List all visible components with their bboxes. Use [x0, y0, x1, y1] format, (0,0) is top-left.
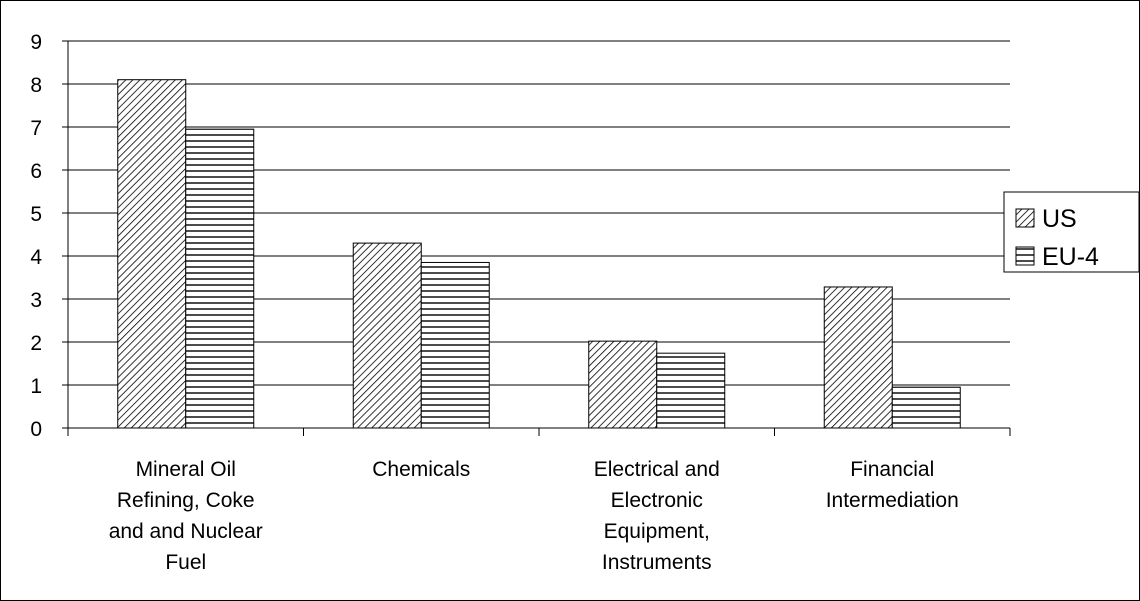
bar	[117, 79, 187, 429]
y-tick-label: 8	[30, 74, 42, 97]
y-tick-label: 7	[30, 117, 42, 140]
x-tick-label: Mineral Oil Refining, Coke and and Nuclear…	[109, 458, 263, 574]
y-tick-label: 9	[30, 31, 42, 54]
bar	[352, 242, 422, 429]
y-tick-label: 0	[30, 418, 42, 441]
x-tick-label: Electrical and Electronic Equipment, Instru…	[594, 458, 720, 574]
legend-label: US	[1042, 205, 1077, 233]
y-tick-label: 5	[30, 203, 42, 226]
x-tick-label: Financial Intermediation	[826, 458, 959, 512]
y-tick-label: 6	[30, 160, 42, 183]
bar	[185, 128, 255, 429]
legend-label: EU-4	[1042, 243, 1099, 271]
bar	[588, 340, 658, 429]
bar	[656, 352, 726, 429]
bar	[891, 386, 961, 429]
y-tick-label: 3	[30, 289, 42, 312]
y-tick-label: 4	[30, 246, 42, 269]
bar	[420, 261, 490, 429]
y-tick-label: 1	[30, 375, 42, 398]
x-tick-label: Chemicals	[372, 458, 470, 481]
bar	[823, 286, 893, 429]
legend-swatch	[1015, 208, 1035, 228]
y-tick-label: 2	[30, 332, 42, 355]
legend-swatch	[1015, 246, 1035, 266]
